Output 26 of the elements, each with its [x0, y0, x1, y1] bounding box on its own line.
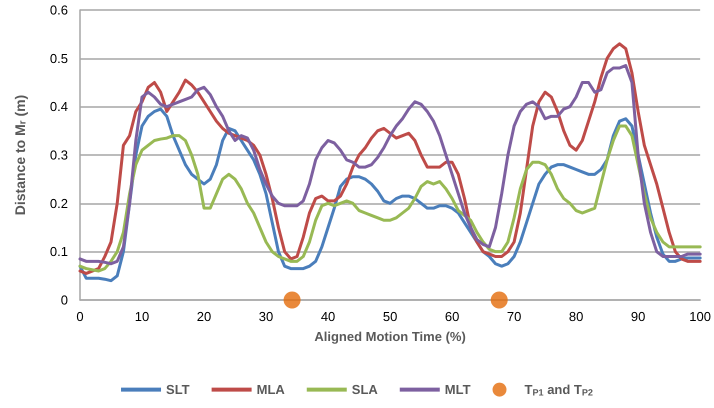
x-tick-label: 70: [506, 309, 522, 324]
y-tick-label: 0.2: [50, 196, 68, 211]
x-tick-label: 100: [689, 309, 712, 324]
y-tick-label: 0.5: [50, 50, 68, 66]
x-tick-label: 90: [630, 309, 646, 324]
x-tick-label: 80: [568, 309, 584, 324]
x-axis-title: Aligned Motion Time (%): [314, 329, 466, 344]
legend-label: TP1 and TP2: [524, 382, 593, 398]
x-tick-label: 0: [76, 309, 84, 324]
y-tick-label: 0: [60, 292, 68, 308]
x-tick-label: 50: [382, 309, 398, 324]
x-tick-label: 10: [134, 309, 150, 324]
x-tick-label: 60: [444, 309, 460, 324]
y-tick-label: 0.4: [50, 99, 68, 114]
y-tick-label: 0.1: [50, 244, 68, 260]
legend-label: SLT: [166, 382, 190, 398]
y-tick-label: 0.6: [50, 2, 68, 18]
y-axis-title: Distance to Mr (m): [12, 94, 28, 216]
legend-label: MLA: [256, 382, 286, 398]
legend-label: SLA: [352, 382, 378, 398]
legend-label: MLT: [444, 382, 471, 398]
line-series: [78, 124, 702, 272]
x-tick-label: 40: [320, 309, 336, 324]
x-tick-label: 20: [196, 309, 212, 324]
x-tick-label: 30: [258, 309, 274, 324]
y-tick-label: 0.3: [50, 148, 68, 162]
